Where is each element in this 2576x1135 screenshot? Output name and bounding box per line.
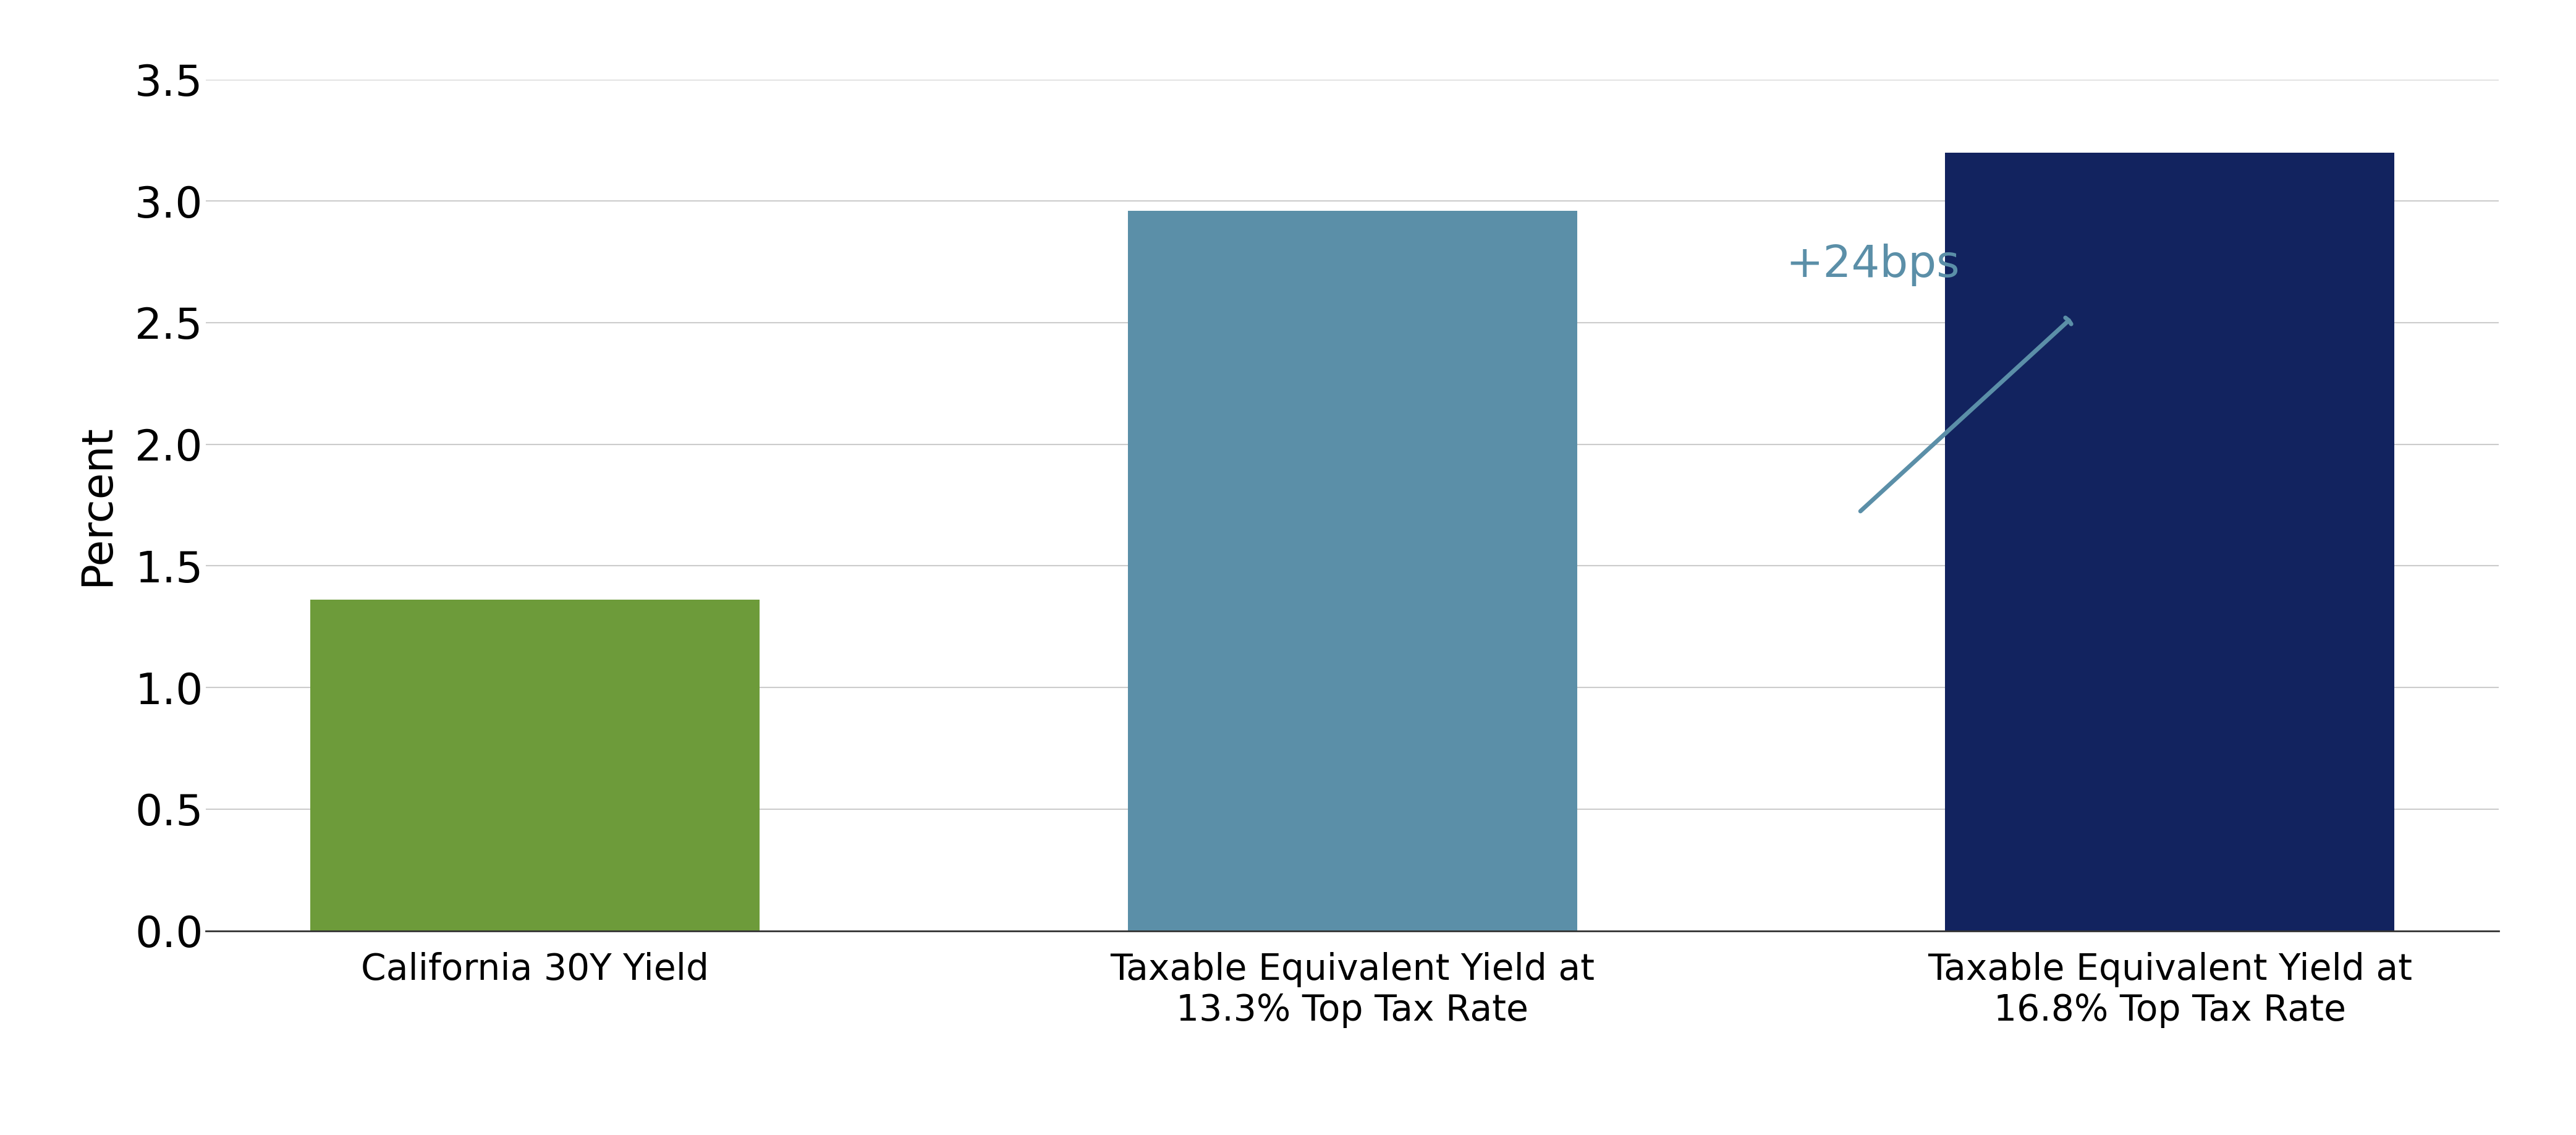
Bar [309, 600, 760, 931]
Y-axis label: Percent: Percent [77, 424, 118, 586]
Text: +24bps: +24bps [1785, 244, 1960, 286]
Bar [1945, 152, 2396, 931]
Bar [1128, 211, 1577, 931]
